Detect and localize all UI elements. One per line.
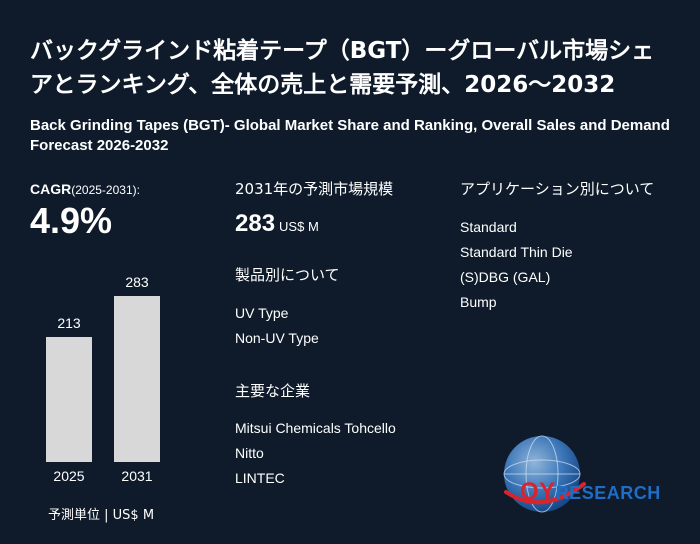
page-title-en: Back Grinding Tapes (BGT)- Global Market… [30, 117, 670, 154]
list-item: LINTEC [235, 470, 285, 486]
by-product-heading: 製品別について [235, 266, 340, 284]
unit-note: 予測単位 | US$ M [48, 508, 155, 523]
page-title-ja: バックグラインド粘着テープ（BGT）ーグローバル市場シェアとランキング、全体の売… [30, 38, 655, 98]
bar-chart: 213 2025 283 2031 [30, 274, 180, 500]
bar-2031 [114, 295, 160, 462]
market-size-heading: 2031年の予測市場規模 [235, 180, 394, 198]
bar-category-label: 2031 [121, 468, 153, 484]
list-item: (S)DBG (GAL) [460, 269, 551, 285]
bar-2025 [46, 337, 92, 462]
market-size: 283 US$ M [235, 210, 319, 238]
cagr-label-text: CAGR [30, 181, 72, 197]
list-item: UV Type [235, 305, 289, 321]
market-size-value: 283 [235, 210, 276, 237]
qyresearch-logo: QYRESEARCH [492, 432, 682, 522]
bar-value-label: 213 [57, 315, 81, 332]
companies-heading: 主要な企業 [235, 382, 311, 400]
list-item: Non-UV Type [235, 330, 319, 346]
cagr-label: CAGR(2025-2031): [30, 181, 140, 197]
market-size-unit: US$ M [279, 219, 319, 234]
bar-category-label: 2025 [53, 468, 85, 484]
list-item: Standard [460, 219, 517, 235]
companies-list: Mitsui Chemicals Tohcello Nitto LINTEC [235, 416, 396, 491]
globe-icon [503, 435, 586, 513]
by-product-list: UV Type Non-UV Type [235, 301, 319, 351]
logo-text: QYRESEARCH [520, 478, 661, 506]
cagr-value: 4.9% [30, 200, 113, 241]
list-item: Bump [460, 294, 497, 310]
list-item: Standard Thin Die [460, 244, 573, 260]
list-item: Mitsui Chemicals Tohcello [235, 420, 396, 436]
list-item: Nitto [235, 445, 264, 461]
logo-research: RESEARCH [555, 483, 661, 503]
bar-value-label: 283 [125, 273, 149, 290]
logo-qy: QY [520, 478, 556, 505]
by-application-list: Standard Standard Thin Die (S)DBG (GAL) … [460, 215, 573, 315]
cagr-years: (2025-2031): [71, 183, 140, 197]
by-application-heading: アプリケーション別について [460, 180, 655, 198]
